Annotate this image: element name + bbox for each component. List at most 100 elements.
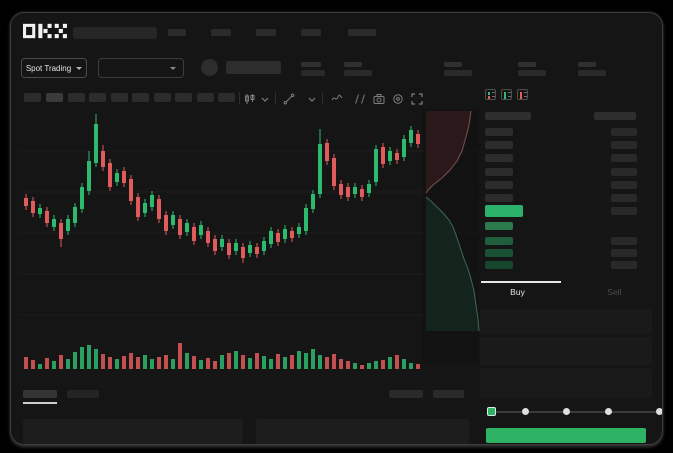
pair-dropdown[interactable] (98, 58, 184, 78)
volume-bars (24, 343, 420, 369)
nav-item[interactable] (168, 29, 186, 36)
okx-logo[interactable] (23, 23, 69, 39)
bottom-tab-indicator (23, 402, 57, 404)
bottom-tab[interactable] (67, 390, 99, 398)
timeframe-button[interactable] (132, 93, 149, 102)
depth-bids (426, 197, 479, 331)
orderbook-ask-price[interactable] (485, 168, 513, 176)
orders-table-left (23, 419, 243, 444)
coin-icon[interactable] (201, 59, 218, 76)
order-form-field-total[interactable] (480, 368, 652, 398)
search-bar[interactable] (73, 27, 157, 39)
stat-value-skeleton (344, 70, 372, 76)
order-form-field-price[interactable] (480, 309, 652, 334)
orderbook-ask-amount (611, 194, 637, 202)
stat-label-skeleton (444, 62, 462, 67)
orderbook-price-header (485, 112, 531, 120)
fullscreen-icon[interactable] (411, 92, 423, 105)
slider-handle[interactable] (487, 407, 496, 416)
candle-style-icon[interactable] (244, 92, 256, 104)
stat-label-skeleton (301, 62, 321, 67)
bottom-action-skeleton[interactable] (433, 390, 464, 398)
chevron-down-icon[interactable] (306, 92, 318, 104)
depth-asks (426, 111, 471, 193)
last-price-badge[interactable] (485, 205, 523, 217)
stat-value-skeleton (444, 70, 472, 76)
orderbook-amount-header (594, 112, 636, 120)
nav-item[interactable] (348, 29, 376, 36)
okx-logo-glyph (23, 23, 67, 39)
orderbook-ask-amount (611, 181, 637, 189)
chevron-down-icon (170, 66, 176, 70)
chevron-down-icon (76, 66, 83, 70)
tab-sell[interactable]: Sell (607, 287, 622, 297)
timeframe-button[interactable] (46, 93, 63, 102)
stat-value-skeleton (518, 70, 546, 76)
timeframe-button[interactable] (68, 93, 85, 102)
market-type-label: Spot Trading (25, 63, 72, 73)
timeframe-button[interactable] (111, 93, 128, 102)
orderbook-ask-price[interactable] (485, 181, 513, 189)
candles (24, 114, 420, 263)
timeframe-button[interactable] (89, 93, 106, 102)
market-type-dropdown[interactable]: Spot Trading (21, 58, 87, 78)
app-window: Spot Trading (10, 12, 663, 445)
orderbook-bid-price[interactable] (485, 261, 513, 269)
candlestick-chart[interactable] (19, 109, 481, 375)
stat-label-skeleton (578, 62, 596, 67)
nav-item[interactable] (211, 29, 231, 36)
orderbook-bid-amount (611, 249, 637, 257)
orderbook-bid-amount (611, 237, 637, 245)
active-tab-indicator (481, 281, 561, 283)
timeframe-button[interactable] (197, 93, 214, 102)
line-tool-icon[interactable] (283, 92, 295, 105)
slider-dot[interactable] (563, 408, 570, 415)
stat-label-skeleton (518, 62, 536, 67)
order-form-field-amount[interactable] (480, 337, 652, 365)
book-combined-icon[interactable] (485, 89, 496, 100)
nav-item[interactable] (256, 29, 276, 36)
bottom-tab-active[interactable] (23, 390, 57, 398)
orders-table-right (256, 419, 469, 444)
stat-label-skeleton (344, 62, 362, 67)
slider-dot[interactable] (605, 408, 612, 415)
tab-buy[interactable]: Buy (510, 287, 525, 297)
orderbook-amount (611, 207, 637, 215)
orderbook-ask-amount (611, 141, 637, 149)
book-asks-icon[interactable] (517, 89, 528, 100)
depth-overlay (423, 109, 480, 363)
orderbook-ask-price[interactable] (485, 128, 513, 136)
toolbar-divider (275, 92, 276, 104)
nav-item[interactable] (301, 29, 321, 36)
indicators-icon[interactable] (331, 92, 343, 104)
orderbook-ask-amount (611, 168, 637, 176)
toolbar-divider (239, 92, 240, 104)
orderbook-ask-price[interactable] (485, 141, 513, 149)
timeframe-button[interactable] (218, 93, 235, 102)
buy-submit-button[interactable] (486, 428, 646, 443)
timeframe-button[interactable] (24, 93, 41, 102)
toolbar-divider (322, 92, 323, 104)
orderbook-bid-amount (611, 261, 637, 269)
book-bids-icon[interactable] (501, 89, 512, 100)
settings-icon[interactable] (392, 92, 404, 104)
orderbook-ask-amount (611, 154, 637, 162)
stat-value-skeleton (301, 70, 325, 76)
camera-icon[interactable] (373, 92, 385, 104)
timeframe-button[interactable] (175, 93, 192, 102)
orderbook-ask-price[interactable] (485, 194, 513, 202)
pair-name-skeleton[interactable] (226, 61, 281, 74)
compare-icon[interactable] (354, 92, 366, 104)
slider-dot[interactable] (656, 408, 662, 415)
orderbook-ask-price[interactable] (485, 154, 513, 162)
orderbook-bid-price[interactable] (485, 249, 513, 257)
chevron-down-icon[interactable] (259, 92, 271, 104)
stat-value-skeleton (578, 70, 606, 76)
slider-dot[interactable] (522, 408, 529, 415)
bottom-action-skeleton[interactable] (389, 390, 423, 398)
orderbook-bid-price[interactable] (485, 237, 513, 245)
orderbook-ask-amount (611, 128, 637, 136)
amount-slider-track[interactable] (491, 411, 659, 413)
orderbook-bid-price[interactable] (485, 222, 513, 230)
timeframe-button[interactable] (154, 93, 171, 102)
